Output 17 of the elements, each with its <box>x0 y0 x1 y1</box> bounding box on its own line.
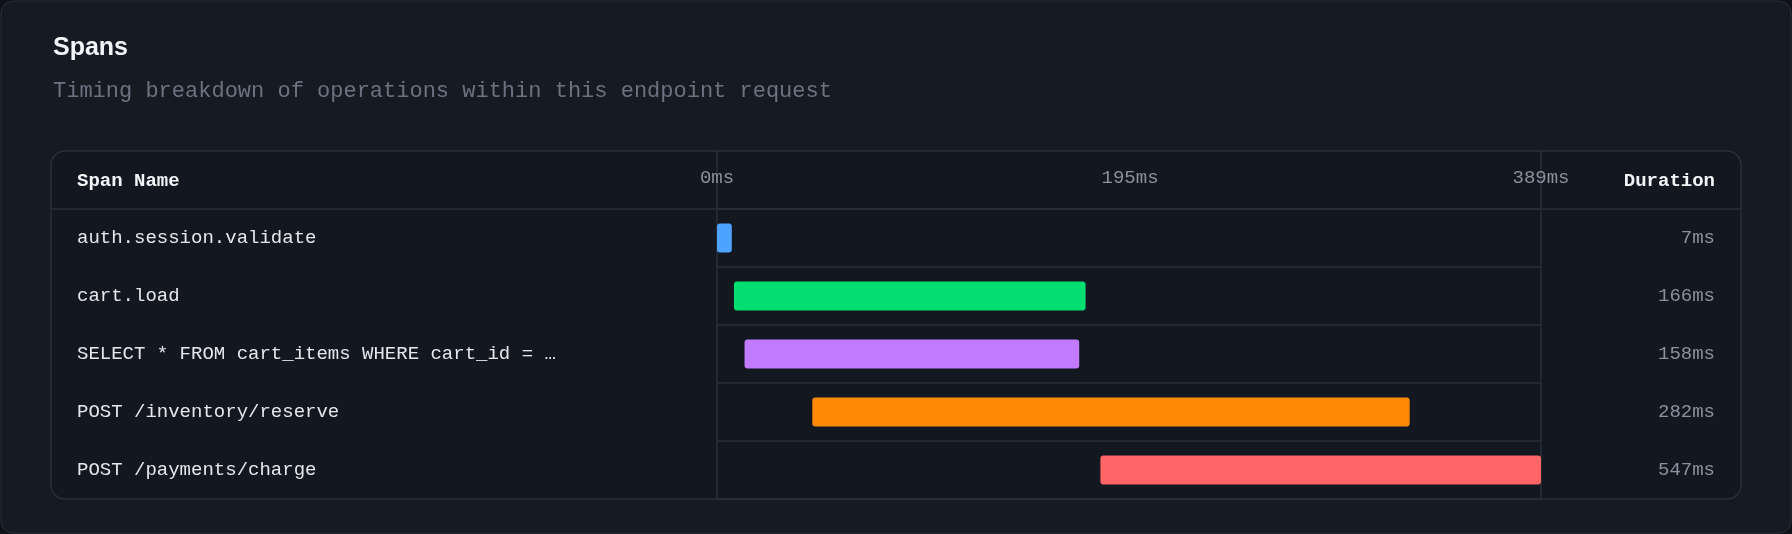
y-tick-label: auth.session.validate <box>77 227 317 249</box>
data-label: 166ms <box>1657 285 1715 307</box>
x-tick-label: 195ms <box>1101 166 1159 189</box>
x-tick-label: 0ms <box>699 166 735 189</box>
data-label: 547ms <box>1657 459 1715 481</box>
y-tick-label: cart.load <box>77 285 180 307</box>
y-tick-label: POST /payments/charge <box>77 459 317 481</box>
data-label: 282ms <box>1657 401 1715 423</box>
data-label: 158ms <box>1657 343 1715 365</box>
text: Spans <box>53 31 129 60</box>
y-tick-label: POST /inventory/reserve <box>77 401 340 423</box>
y-axis-title: Span Name <box>77 170 180 192</box>
y-tick-label: SELECT * FROM cart_items WHERE cart_id = … <box>77 343 556 365</box>
x-tick-label: 389ms <box>1512 166 1570 189</box>
text: Duration <box>1623 170 1715 192</box>
text: Timing breakdown of operations within this endpoint request <box>53 78 832 104</box>
data-label: 7ms <box>1680 227 1715 249</box>
